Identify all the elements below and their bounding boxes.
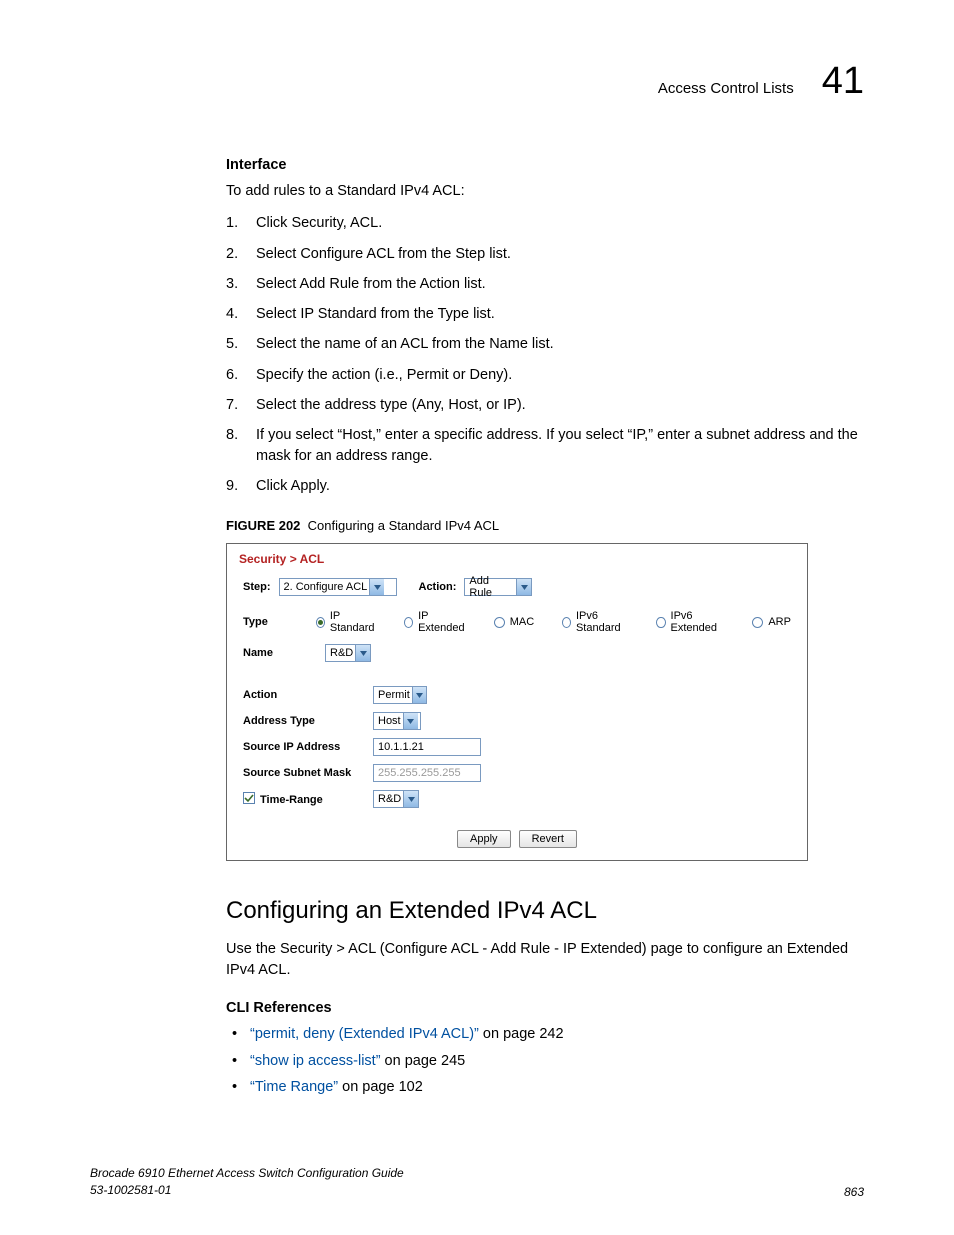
step-select-value: 2. Configure ACL <box>284 581 368 593</box>
name-select-value: R&D <box>330 647 353 659</box>
step-item: Click Apply. <box>226 476 864 496</box>
type-option-label: MAC <box>510 616 534 628</box>
figure-number: FIGURE 202 <box>226 518 300 533</box>
panel-title: Security > ACL <box>227 544 807 576</box>
step-item: Specify the action (i.e., Permit or Deny… <box>226 365 864 385</box>
running-header: Access Control Lists <box>658 80 794 97</box>
step-item: Click Security, ACL. <box>226 213 864 233</box>
step-item: Select the address type (Any, Host, or I… <box>226 395 864 415</box>
footer-page-number: 863 <box>844 1185 864 1199</box>
cli-reference-item: “Time Range” on page 102 <box>226 1077 864 1099</box>
steps-list: Click Security, ACL. Select Configure AC… <box>226 213 864 496</box>
field-srcip-value: 10.1.1.21 <box>378 741 424 753</box>
step-label: Step: <box>243 581 271 593</box>
step-item: Select IP Standard from the Type list. <box>226 304 864 324</box>
field-srcmask-value: 255.255.255.255 <box>378 767 461 779</box>
xref-suffix: on page 242 <box>479 1026 564 1042</box>
xref-link[interactable]: “permit, deny (Extended IPv4 ACL)” <box>250 1026 479 1042</box>
section-paragraph: Use the Security > ACL (Configure ACL - … <box>226 939 864 980</box>
step-item: Select the name of an ACL from the Name … <box>226 334 864 354</box>
footer-doc-id: 53-1002581-01 <box>90 1182 404 1199</box>
field-timerange-label-wrap: Time-Range <box>243 792 373 806</box>
apply-button[interactable]: Apply <box>457 830 511 848</box>
xref-suffix: on page 102 <box>338 1079 423 1095</box>
field-srcmask-input: 255.255.255.255 <box>373 764 481 782</box>
field-action-select[interactable]: Permit <box>373 686 427 704</box>
type-option-label: ARP <box>768 616 791 628</box>
field-addrtype-value: Host <box>378 715 401 727</box>
type-label: Type <box>243 616 308 628</box>
interface-heading: Interface <box>226 157 864 173</box>
field-addrtype-label: Address Type <box>243 715 373 727</box>
chevron-down-icon <box>516 579 531 595</box>
step-item: Select Configure ACL from the Step list. <box>226 244 864 264</box>
type-option-label: IP Extended <box>418 610 466 634</box>
radio-ipv6-extended[interactable] <box>656 617 665 628</box>
field-action-value: Permit <box>378 689 410 701</box>
type-option-label: IPv6 Extended <box>671 610 729 634</box>
figure-caption-text: Configuring a Standard IPv4 ACL <box>308 518 500 533</box>
step-select[interactable]: 2. Configure ACL <box>279 578 397 596</box>
cli-reference-item: “permit, deny (Extended IPv4 ACL)” on pa… <box>226 1024 864 1046</box>
cli-references-heading: CLI References <box>226 1000 864 1016</box>
chevron-down-icon <box>369 579 384 595</box>
field-addrtype-select[interactable]: Host <box>373 712 421 730</box>
radio-ipv6-standard[interactable] <box>562 617 571 628</box>
field-timerange-label: Time-Range <box>260 794 323 806</box>
field-srcip-label: Source IP Address <box>243 741 373 753</box>
figure-caption: FIGURE 202 Configuring a Standard IPv4 A… <box>226 518 864 533</box>
footer-doc-title: Brocade 6910 Ethernet Access Switch Conf… <box>90 1165 404 1182</box>
chevron-down-icon <box>403 791 418 807</box>
chevron-down-icon <box>412 687 426 703</box>
chevron-down-icon <box>355 645 370 661</box>
chevron-down-icon <box>403 713 418 729</box>
type-option-label: IPv6 Standard <box>576 610 632 634</box>
radio-arp[interactable] <box>752 617 763 628</box>
section-heading: Configuring an Extended IPv4 ACL <box>226 897 864 925</box>
page-footer: Brocade 6910 Ethernet Access Switch Conf… <box>90 1165 864 1199</box>
field-timerange-value: R&D <box>378 793 401 805</box>
xref-link[interactable]: “show ip access-list” <box>250 1053 381 1069</box>
xref-suffix: on page 245 <box>381 1053 466 1069</box>
acl-config-panel: Security > ACL Step: 2. Configure ACL Ac… <box>226 543 808 861</box>
field-srcip-input[interactable]: 10.1.1.21 <box>373 738 481 756</box>
cli-references-list: “permit, deny (Extended IPv4 ACL)” on pa… <box>226 1024 864 1099</box>
cli-reference-item: “show ip access-list” on page 245 <box>226 1051 864 1073</box>
chapter-number: 41 <box>822 60 864 103</box>
field-action-label: Action <box>243 689 373 701</box>
action-select[interactable]: Add Rule <box>464 578 532 596</box>
field-srcmask-label: Source Subnet Mask <box>243 767 373 779</box>
radio-ip-standard[interactable] <box>316 617 325 628</box>
step-item: If you select “Host,” enter a specific a… <box>226 425 864 466</box>
timerange-checkbox[interactable] <box>243 792 255 804</box>
field-timerange-select[interactable]: R&D <box>373 790 419 808</box>
radio-ip-extended[interactable] <box>404 617 413 628</box>
name-select[interactable]: R&D <box>325 644 371 662</box>
action-label: Action: <box>419 581 457 593</box>
type-option-label: IP Standard <box>330 610 376 634</box>
action-select-value: Add Rule <box>469 575 514 599</box>
xref-link[interactable]: “Time Range” <box>250 1079 338 1095</box>
step-item: Select Add Rule from the Action list. <box>226 274 864 294</box>
interface-intro: To add rules to a Standard IPv4 ACL: <box>226 181 864 201</box>
radio-mac[interactable] <box>494 617 505 628</box>
name-label: Name <box>243 647 317 659</box>
revert-button[interactable]: Revert <box>519 830 577 848</box>
